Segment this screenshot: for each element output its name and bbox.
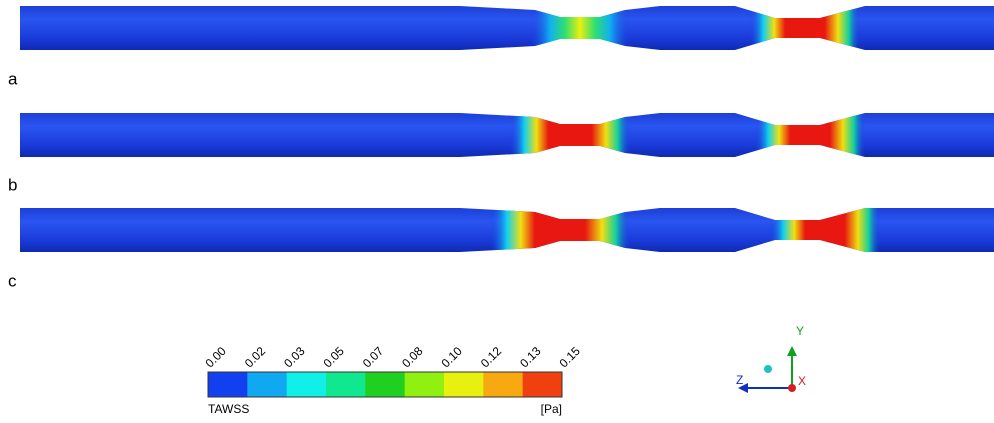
panel-label: b (8, 175, 17, 194)
axis-label: Z (736, 373, 743, 387)
colorbar-segment (444, 372, 484, 397)
panel-label: c (8, 271, 17, 290)
colorbar-tick-label: 0.13 (517, 344, 544, 371)
colorbar-tick-label: 0.10 (438, 344, 465, 371)
colorbar-segment (523, 372, 563, 397)
colorbar-tick-label: 0.07 (360, 344, 387, 371)
colorbar-tick-label: 0.12 (478, 344, 505, 371)
colorbar-segment (405, 372, 445, 397)
colorbar-segment (483, 372, 523, 397)
colorbar-segment (326, 372, 366, 397)
colorbar-title: TAWSS (208, 402, 249, 416)
colorbar-segment (365, 372, 405, 397)
axis-label: X (798, 374, 806, 388)
colorbar-tick-label: 0.15 (556, 344, 583, 371)
vessel (20, 6, 994, 50)
axis-label: Y (796, 324, 804, 338)
figure: a b c 0.000.020.030.050.070.080.100.120.… (0, 0, 994, 423)
colorbar-tick-label: 0.00 (202, 344, 229, 371)
vessel (20, 208, 994, 252)
vessel (20, 113, 994, 157)
colorbar-tick-label: 0.03 (281, 344, 308, 371)
colorbar-segment (247, 372, 287, 397)
colorbar-unit: [Pa] (541, 402, 562, 416)
panel-label: a (8, 69, 18, 88)
colorbar-segment (208, 372, 248, 397)
colorbar-tick-label: 0.05 (320, 344, 347, 371)
axis-triad: Y Z X (736, 324, 806, 393)
figure-canvas: a b c 0.000.020.030.050.070.080.100.120.… (0, 0, 994, 423)
colorbar: 0.00 0.02 0.03 0.05 0.07 0.08 0.10 0.12 0.13 0.15 (202, 344, 583, 397)
colorbar-tick-label: 0.02 (242, 344, 269, 371)
colorbar-tick-label: 0.08 (399, 344, 426, 371)
colorbar-segment (287, 372, 327, 397)
